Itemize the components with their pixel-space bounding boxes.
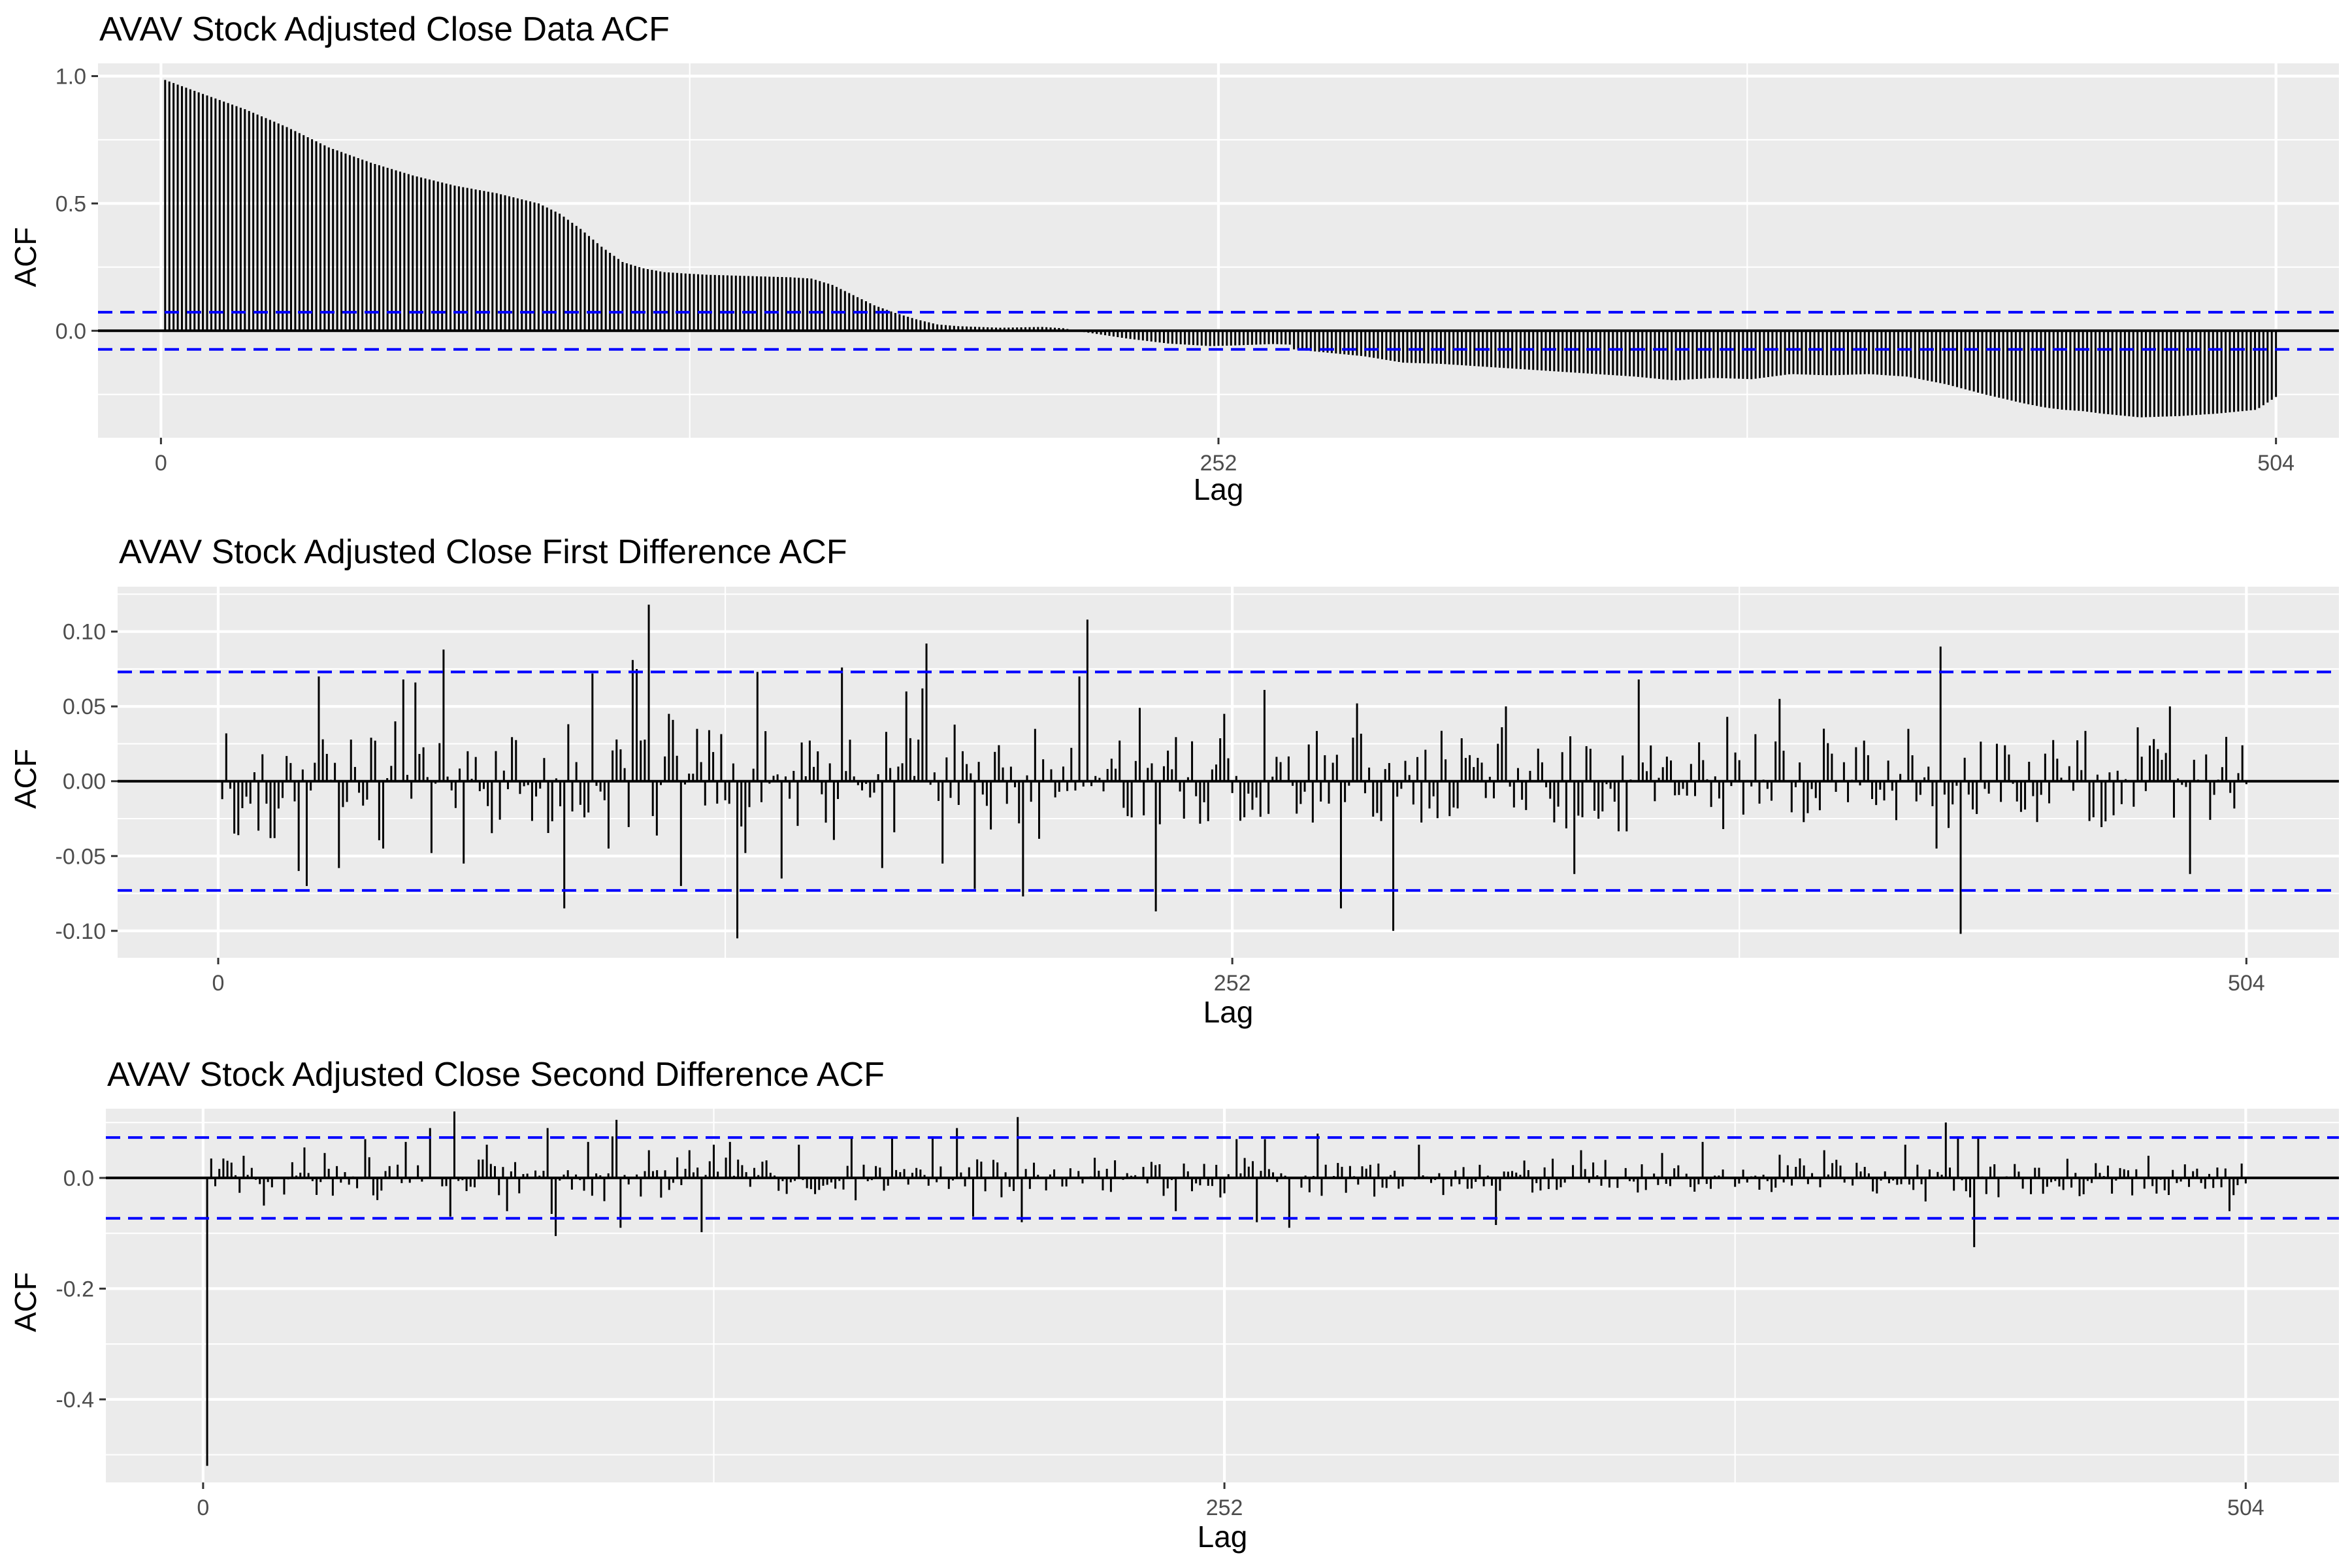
plot-panel xyxy=(106,1109,2339,1482)
x-tick-label: 252 xyxy=(1206,1495,1243,1520)
y-tick-label: -0.05 xyxy=(56,844,106,869)
acf-bars xyxy=(164,80,2278,417)
acf-chart-2: 0.10 0.05 0.00 -0.05 -0.10 0 252 504 AVAV Stock … xyxy=(8,533,2339,1029)
x-tick-label: 252 xyxy=(1200,451,1237,476)
y-tick-label: -0.10 xyxy=(56,919,106,944)
y-tick-label: 0.00 xyxy=(63,770,106,794)
x-tick-label: 504 xyxy=(2227,1495,2264,1520)
acf-bars xyxy=(221,604,2247,939)
x-tick-label: 0 xyxy=(212,971,225,996)
y-tick-label: 0.10 xyxy=(63,620,106,645)
x-axis-title: Lag xyxy=(1198,1520,1248,1554)
y-tick-label: 0.0 xyxy=(63,1166,94,1191)
y-tick-label: 1.0 xyxy=(56,64,86,89)
x-tick-label: 252 xyxy=(1214,971,1251,996)
y-tick-label: 0.05 xyxy=(63,694,106,719)
chart-title: AVAV Stock Adjusted Close First Differen… xyxy=(119,533,847,571)
y-tick-label: 0.5 xyxy=(56,191,86,216)
x-tick-label: 0 xyxy=(155,451,167,476)
y-axis-title: ACF xyxy=(8,749,42,809)
y-axis-title: ACF xyxy=(8,1272,42,1332)
chart-title: AVAV Stock Adjusted Close Data ACF xyxy=(99,10,670,48)
acf-chart-3: 0.0 -0.2 -0.4 0 252 504 AVAV Stock Adjusted Cl… xyxy=(8,1056,2339,1554)
x-tick-label: 0 xyxy=(197,1495,209,1520)
y-tick-label: -0.2 xyxy=(56,1277,94,1301)
x-axis-title: Lag xyxy=(1203,995,1254,1029)
chart-title: AVAV Stock Adjusted Close Second Differe… xyxy=(107,1056,885,1094)
x-tick-label: 504 xyxy=(2257,451,2295,476)
y-tick-label: 0.0 xyxy=(56,319,86,344)
y-axis-title: ACF xyxy=(8,227,42,287)
acf-chart-1: 1.0 0.5 0.0 0 252 504 AVAV Stock Adjusted Clos… xyxy=(8,10,2339,506)
y-tick-label: -0.4 xyxy=(56,1388,94,1413)
x-tick-label: 504 xyxy=(2228,971,2265,996)
x-axis-title: Lag xyxy=(1194,472,1244,506)
